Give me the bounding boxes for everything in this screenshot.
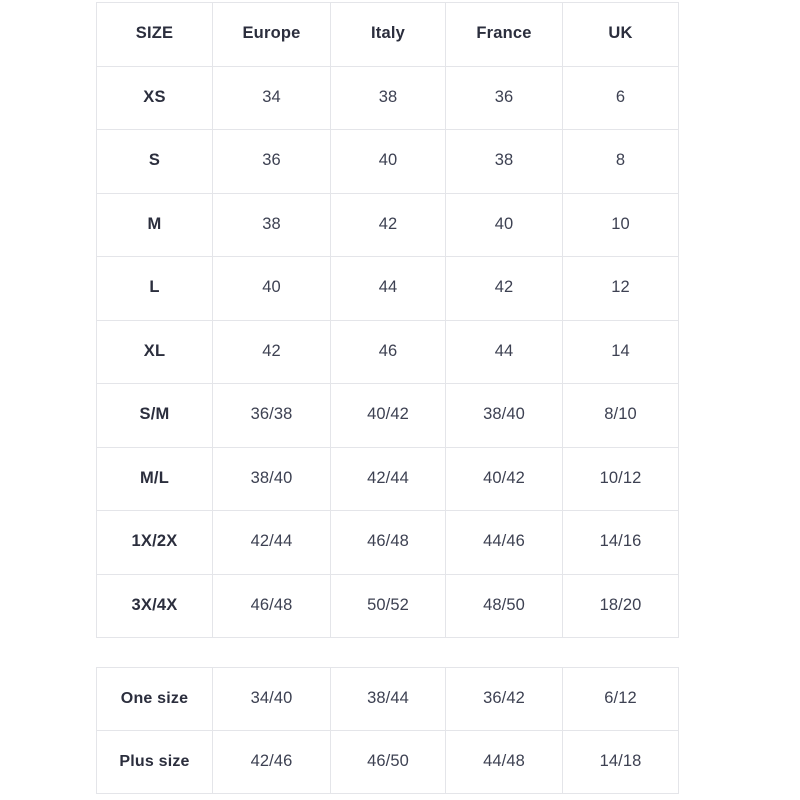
table-row: One size 34/40 38/44 36/42 6/12 xyxy=(96,667,679,731)
size-value-europe: 38/40 xyxy=(212,446,331,511)
size-value-france: 38/40 xyxy=(445,383,563,448)
size-label-cell: M xyxy=(96,192,213,257)
table-row: 3X/4X 46/48 50/52 48/50 18/20 xyxy=(96,573,679,638)
size-label-cell: XL xyxy=(96,319,213,384)
size-label-cell: 1X/2X xyxy=(96,510,213,575)
column-header-france: France xyxy=(445,2,563,67)
size-conversion-table-one-size: One size 34/40 38/44 36/42 6/12 Plus siz… xyxy=(96,667,679,794)
table-row: L 40 44 42 12 xyxy=(96,256,679,321)
size-value-france: 36/42 xyxy=(445,667,563,731)
size-value-italy: 46/50 xyxy=(330,730,446,794)
size-value-france: 44/48 xyxy=(445,730,563,794)
size-label-cell: S/M xyxy=(96,383,213,448)
size-value-italy: 46 xyxy=(330,319,446,384)
size-value-europe: 34 xyxy=(212,65,331,130)
size-value-europe: 40 xyxy=(212,256,331,321)
size-value-uk: 8/10 xyxy=(562,383,679,448)
column-header-europe: Europe xyxy=(212,2,331,67)
table-row: XS 34 38 36 6 xyxy=(96,65,679,130)
size-value-uk: 8 xyxy=(562,129,679,194)
table-body: XS 34 38 36 6 S 36 40 38 8 M 38 42 40 10 xyxy=(96,65,679,638)
size-value-france: 36 xyxy=(445,65,563,130)
size-value-italy: 40/42 xyxy=(330,383,446,448)
table-body: One size 34/40 38/44 36/42 6/12 Plus siz… xyxy=(96,667,679,794)
size-value-europe: 36/38 xyxy=(212,383,331,448)
table-header-row: SIZE Europe Italy France UK xyxy=(96,2,679,67)
size-value-uk: 6 xyxy=(562,65,679,130)
table-row: M/L 38/40 42/44 40/42 10/12 xyxy=(96,446,679,511)
size-value-italy: 42 xyxy=(330,192,446,257)
size-label-cell: Plus size xyxy=(96,730,213,794)
size-value-france: 44 xyxy=(445,319,563,384)
table-row: M 38 42 40 10 xyxy=(96,192,679,257)
table-row: XL 42 46 44 14 xyxy=(96,319,679,384)
size-value-uk: 10 xyxy=(562,192,679,257)
column-header-italy: Italy xyxy=(330,2,446,67)
size-value-uk: 12 xyxy=(562,256,679,321)
size-label-cell: XS xyxy=(96,65,213,130)
size-value-uk: 14 xyxy=(562,319,679,384)
size-label-cell: M/L xyxy=(96,446,213,511)
table-header: SIZE Europe Italy France UK xyxy=(96,2,679,67)
size-value-france: 40/42 xyxy=(445,446,563,511)
size-value-europe: 42/46 xyxy=(212,730,331,794)
column-header-uk: UK xyxy=(562,2,679,67)
size-conversion-table-standard: SIZE Europe Italy France UK XS 34 38 36 … xyxy=(96,2,679,638)
size-value-uk: 14/16 xyxy=(562,510,679,575)
size-value-europe: 46/48 xyxy=(212,573,331,638)
size-value-uk: 10/12 xyxy=(562,446,679,511)
table-row: 1X/2X 42/44 46/48 44/46 14/16 xyxy=(96,510,679,575)
size-value-italy: 50/52 xyxy=(330,573,446,638)
size-value-france: 44/46 xyxy=(445,510,563,575)
size-value-italy: 40 xyxy=(330,129,446,194)
size-value-uk: 14/18 xyxy=(562,730,679,794)
size-value-france: 38 xyxy=(445,129,563,194)
size-label-cell: One size xyxy=(96,667,213,731)
size-value-europe: 34/40 xyxy=(212,667,331,731)
size-value-france: 48/50 xyxy=(445,573,563,638)
size-value-uk: 18/20 xyxy=(562,573,679,638)
size-value-europe: 42 xyxy=(212,319,331,384)
size-value-italy: 44 xyxy=(330,256,446,321)
size-value-europe: 42/44 xyxy=(212,510,331,575)
column-header-size: SIZE xyxy=(96,2,213,67)
size-value-uk: 6/12 xyxy=(562,667,679,731)
size-value-italy: 38/44 xyxy=(330,667,446,731)
table-row: Plus size 42/46 46/50 44/48 14/18 xyxy=(96,730,679,794)
size-value-europe: 38 xyxy=(212,192,331,257)
table-row: S 36 40 38 8 xyxy=(96,129,679,194)
size-label-cell: 3X/4X xyxy=(96,573,213,638)
size-value-italy: 42/44 xyxy=(330,446,446,511)
size-label-cell: S xyxy=(96,129,213,194)
size-value-europe: 36 xyxy=(212,129,331,194)
size-label-cell: L xyxy=(96,256,213,321)
size-value-italy: 46/48 xyxy=(330,510,446,575)
size-value-france: 40 xyxy=(445,192,563,257)
size-value-italy: 38 xyxy=(330,65,446,130)
table-row: S/M 36/38 40/42 38/40 8/10 xyxy=(96,383,679,448)
size-value-france: 42 xyxy=(445,256,563,321)
